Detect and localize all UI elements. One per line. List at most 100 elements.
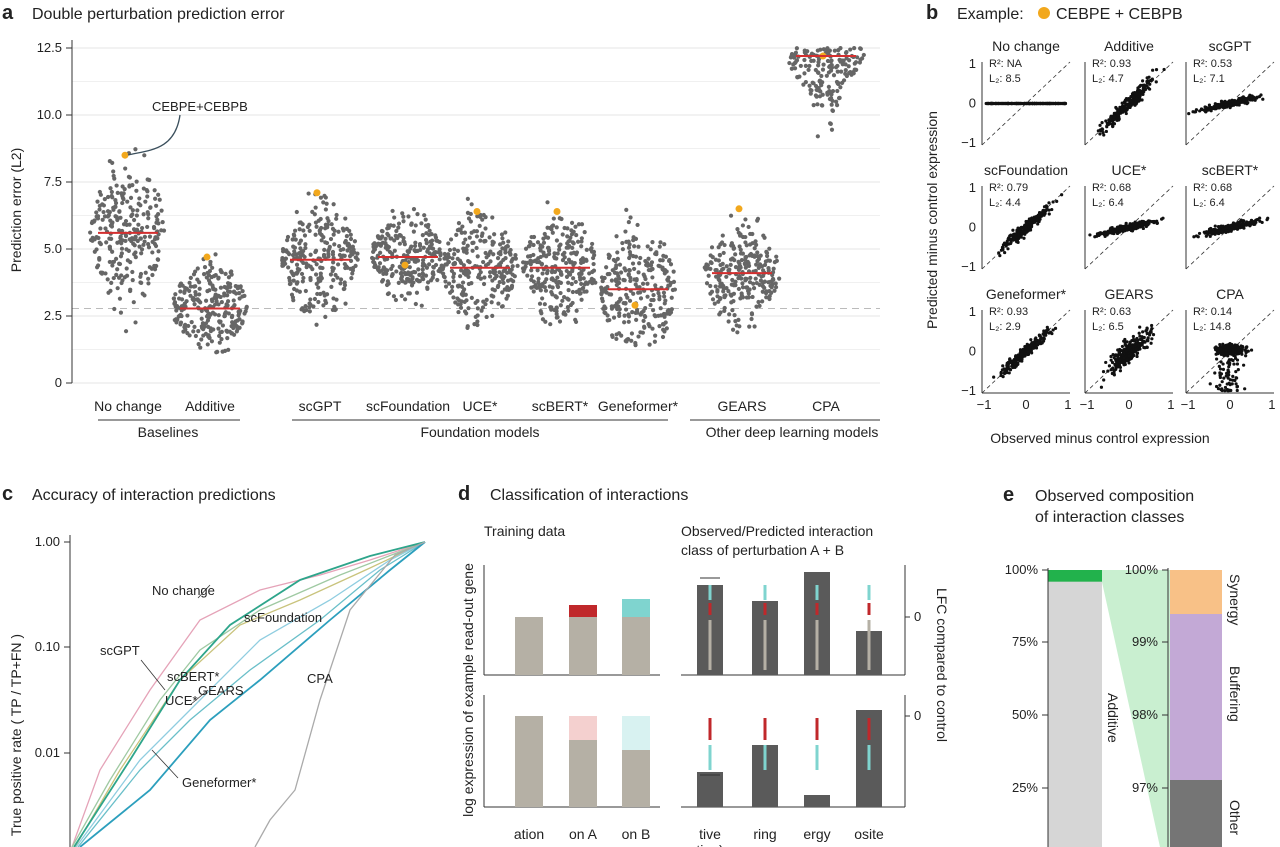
a-point <box>535 268 540 273</box>
a-point <box>523 246 529 251</box>
b-point <box>1109 358 1113 362</box>
a-point <box>829 65 835 70</box>
c-series-label: scBERT* <box>167 669 220 684</box>
a-point <box>120 195 125 200</box>
a-point <box>647 263 652 268</box>
a-point <box>721 286 726 291</box>
a-point <box>451 274 456 280</box>
a-point <box>468 219 473 224</box>
b-point <box>1244 346 1248 350</box>
a-point <box>420 232 425 238</box>
a-point <box>413 223 418 228</box>
b-point <box>1150 323 1154 328</box>
a-point <box>206 324 211 329</box>
a-point <box>469 202 474 207</box>
a-point <box>211 274 217 279</box>
a-point <box>137 196 142 201</box>
a-point <box>541 236 546 241</box>
a-point <box>390 263 395 269</box>
b-point <box>1103 232 1107 237</box>
b-point <box>1001 364 1005 368</box>
a-point <box>323 226 328 231</box>
b-y-tick-label: 0 <box>969 220 976 235</box>
a-point <box>753 276 758 281</box>
a-point <box>715 289 720 294</box>
b-point <box>1048 330 1053 334</box>
a-point <box>821 62 826 67</box>
b-point <box>1122 351 1126 356</box>
panel-a: a Double perturbation prediction error 0… <box>2 2 880 440</box>
b-point <box>1124 349 1128 353</box>
a-point <box>437 257 442 262</box>
a-point <box>746 295 751 300</box>
b-point <box>1149 329 1153 333</box>
panel-d-left-label: log expression of example read-out gene <box>460 563 476 817</box>
d-training-category: on A <box>569 826 598 842</box>
b-point <box>1026 349 1030 354</box>
a-point <box>560 298 565 303</box>
a-point <box>297 227 302 232</box>
a-point <box>569 228 574 233</box>
a-point <box>633 310 638 316</box>
a-point <box>421 245 426 250</box>
a-point <box>222 293 227 298</box>
a-point <box>730 256 735 261</box>
a-point <box>558 303 563 308</box>
a-point <box>201 322 207 328</box>
a-x-label: UCE* <box>462 398 498 414</box>
b-l2-text: L₂: 6.5 <box>1092 321 1124 333</box>
a-point <box>286 265 291 270</box>
a-point <box>479 308 484 313</box>
e-right-tick-label: 100% <box>1125 562 1159 577</box>
a-point <box>669 295 674 300</box>
b-x-tick-label: 1 <box>1268 397 1275 412</box>
a-point <box>398 233 403 238</box>
a-point <box>412 243 418 249</box>
a-point <box>736 286 741 292</box>
a-point <box>192 324 197 329</box>
a-point <box>819 73 824 79</box>
panel-b-y-label: Predicted minus control expression <box>924 111 940 329</box>
a-point <box>562 250 567 255</box>
b-point <box>1131 95 1136 99</box>
a-point <box>718 242 723 247</box>
d-training-bar-top <box>515 617 543 675</box>
a-point <box>446 241 451 246</box>
a-point <box>308 264 313 269</box>
b-point <box>1150 337 1154 341</box>
b-point <box>1252 219 1257 224</box>
b-point <box>1216 229 1221 233</box>
b-point <box>1003 250 1007 255</box>
b-point <box>1240 347 1244 351</box>
a-point <box>643 306 648 311</box>
b-l2-text: L₂: 4.7 <box>1092 73 1124 85</box>
a-point <box>714 267 719 273</box>
a-point <box>746 263 751 268</box>
a-point <box>128 287 133 292</box>
a-point <box>290 237 295 242</box>
a-point <box>444 256 450 261</box>
b-point <box>1116 113 1120 117</box>
b-point <box>1128 346 1132 350</box>
b-point <box>1220 230 1224 235</box>
a-point <box>290 252 296 258</box>
panel-c-title: Accuracy of interaction predictions <box>32 487 276 504</box>
a-point <box>320 265 325 271</box>
a-point <box>643 276 648 282</box>
a-point <box>207 311 212 316</box>
a-point <box>789 51 795 57</box>
a-point <box>743 234 748 240</box>
a-point <box>120 278 125 283</box>
a-point <box>201 272 207 277</box>
b-point <box>1115 226 1120 231</box>
a-point <box>506 239 511 244</box>
b-point <box>1145 76 1149 80</box>
a-point <box>550 285 555 290</box>
a-point <box>302 233 308 238</box>
a-point <box>297 220 302 225</box>
a-point <box>338 281 343 286</box>
a-point <box>324 292 330 297</box>
c-series-label: GEARS <box>198 683 244 698</box>
a-point <box>706 273 711 278</box>
a-point <box>105 277 110 282</box>
